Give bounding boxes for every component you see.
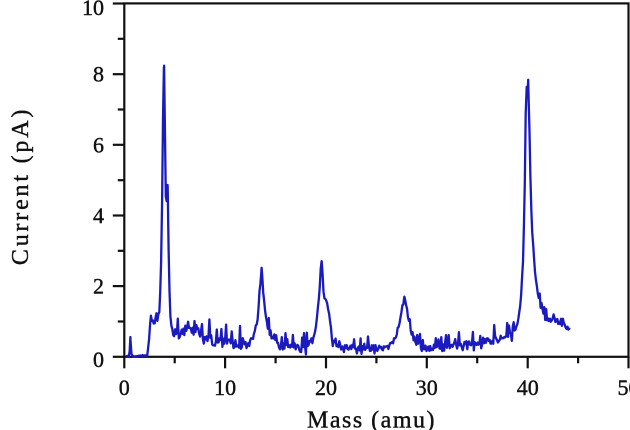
svg-text:Current (pA): Current (pA) — [8, 107, 34, 265]
svg-text:40: 40 — [517, 375, 539, 400]
svg-text:20: 20 — [315, 375, 337, 400]
svg-text:10: 10 — [82, 0, 104, 20]
svg-text:6: 6 — [93, 132, 104, 157]
svg-text:0: 0 — [119, 375, 130, 400]
svg-text:10: 10 — [214, 375, 236, 400]
svg-text:0: 0 — [93, 347, 104, 372]
svg-text:2: 2 — [93, 274, 104, 299]
svg-text:50: 50 — [618, 375, 630, 400]
svg-text:30: 30 — [416, 375, 438, 400]
svg-text:8: 8 — [93, 62, 104, 87]
svg-text:Mass (amu): Mass (amu) — [307, 408, 436, 430]
svg-text:4: 4 — [93, 203, 104, 228]
